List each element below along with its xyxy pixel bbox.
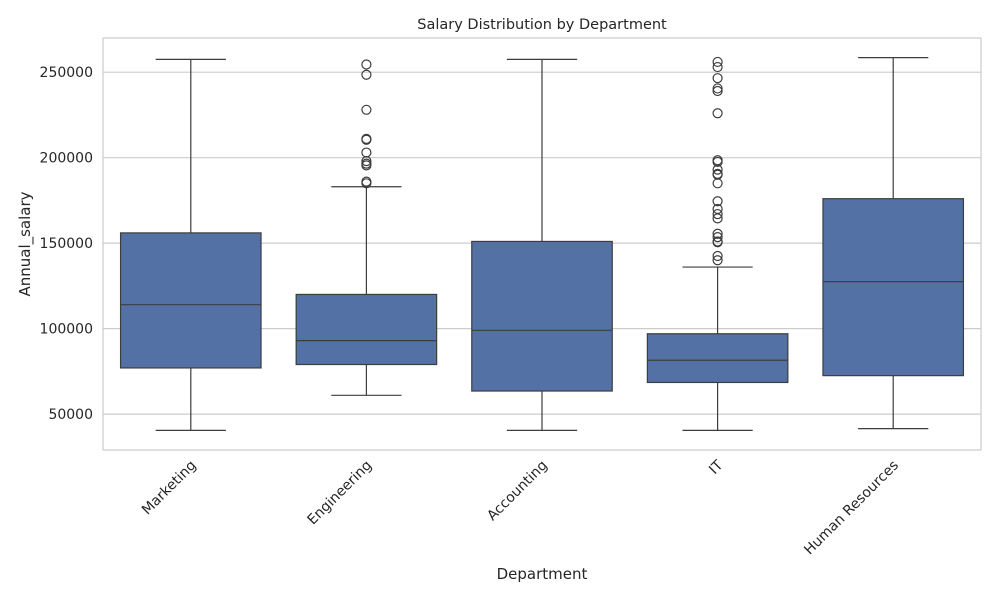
box-engineering xyxy=(295,59,438,396)
x-tick-label: Accounting xyxy=(484,458,551,525)
x-tick-label: IT xyxy=(706,457,727,478)
outlier-point xyxy=(712,83,723,94)
y-tick-label: 250000 xyxy=(40,65,93,81)
iqr-box xyxy=(822,198,965,377)
outlier-point xyxy=(712,61,723,73)
iqr-box xyxy=(646,333,789,384)
outlier-point xyxy=(361,160,372,171)
y-tick-label: 50000 xyxy=(48,407,93,423)
outlier-point xyxy=(712,73,723,84)
y-tick-label: 200000 xyxy=(40,151,93,167)
outlier-point xyxy=(361,134,372,145)
outlier-point xyxy=(712,208,723,220)
outlier-point xyxy=(712,213,723,224)
box-marketing xyxy=(119,58,262,431)
y-axis-label: Annual_salary xyxy=(16,191,35,296)
outlier-point xyxy=(361,178,372,189)
outlier-point xyxy=(712,178,723,189)
outlier-point xyxy=(712,232,723,243)
outlier-point xyxy=(712,85,723,97)
box-accounting xyxy=(471,58,613,431)
x-axis-label: Department xyxy=(497,565,588,583)
box-human-resources xyxy=(822,57,965,430)
y-axis-ticks: 50000 100000 150000 200000 250000 xyxy=(40,65,93,423)
outlier-point xyxy=(712,108,723,119)
outlier-point xyxy=(712,255,723,266)
outlier-point xyxy=(712,250,723,262)
chart-title: Salary Distribution by Department xyxy=(417,17,667,33)
iqr-box xyxy=(295,293,438,366)
outlier-point xyxy=(361,104,372,115)
iqr-box xyxy=(119,232,262,369)
x-tick-label: Human Resources xyxy=(801,458,902,559)
outlier-point xyxy=(712,196,723,207)
x-tick-label: Marketing xyxy=(139,458,200,519)
y-tick-label: 100000 xyxy=(40,322,93,338)
outlier-point xyxy=(712,156,723,168)
outlier-point xyxy=(361,69,372,80)
iqr-box xyxy=(471,240,613,392)
outlier-point xyxy=(712,56,723,68)
x-axis-ticks: Marketing Engineering Accounting IT Human Re… xyxy=(139,457,902,558)
y-tick-label: 150000 xyxy=(40,236,93,252)
outlier-point xyxy=(712,237,723,248)
outlier-point xyxy=(712,164,723,175)
outlier-point xyxy=(361,59,372,70)
boxes-group xyxy=(119,56,965,431)
x-tick-label: Engineering xyxy=(305,458,376,529)
outlier-point xyxy=(361,155,372,167)
box-it xyxy=(646,56,789,431)
